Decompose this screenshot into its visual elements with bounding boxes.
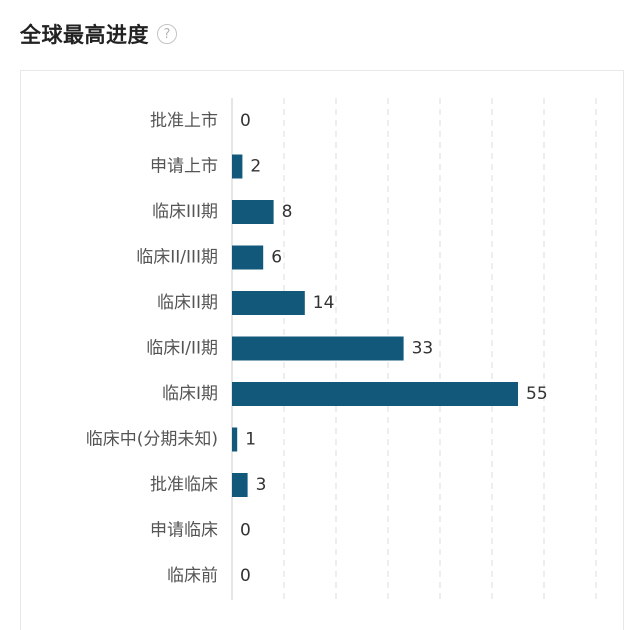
category-label: 临床I/II期 xyxy=(146,339,218,359)
bar[interactable] xyxy=(232,245,264,270)
value-label: 0 xyxy=(240,521,251,541)
bar-chart: 批准上市 0 申请上市 2 临床III期 8 临床II/III期 6 临床II期 14 临床I/II… xyxy=(86,98,597,600)
category-label: 临床前 xyxy=(167,566,218,586)
category-label: 临床II期 xyxy=(157,293,218,313)
bar-layer xyxy=(232,154,518,497)
bar[interactable] xyxy=(232,154,243,179)
value-label: 33 xyxy=(412,339,434,359)
category-label: 临床III期 xyxy=(152,202,218,222)
category-label: 申请临床 xyxy=(150,521,218,541)
question-circle-icon[interactable]: ? xyxy=(157,24,177,44)
section-header: 全球最高进度 ? xyxy=(20,18,177,50)
bar[interactable] xyxy=(232,427,238,452)
grid-layer xyxy=(231,98,597,600)
value-label: 0 xyxy=(240,566,251,586)
value-label: 8 xyxy=(282,202,293,222)
category-label: 批准上市 xyxy=(150,111,218,131)
bar[interactable] xyxy=(232,291,305,315)
category-label: 临床I期 xyxy=(162,384,218,404)
value-label: 3 xyxy=(256,475,267,495)
value-label: 55 xyxy=(526,384,548,404)
category-label: 批准临床 xyxy=(150,475,218,495)
bar[interactable] xyxy=(232,200,274,224)
bar[interactable] xyxy=(232,473,248,497)
category-label: 申请上市 xyxy=(150,157,218,177)
bar[interactable] xyxy=(232,382,518,406)
category-label: 临床II/III期 xyxy=(136,248,218,268)
value-label: 6 xyxy=(271,248,282,268)
section-title: 全球最高进度 xyxy=(20,23,149,47)
bar[interactable] xyxy=(232,336,404,361)
value-label: 2 xyxy=(250,157,261,177)
label-layer: 批准上市 0 申请上市 2 临床III期 8 临床II/III期 6 临床II期 14 临床I/II… xyxy=(86,111,548,586)
category-label: 临床中(分期未知) xyxy=(86,430,218,450)
value-label: 1 xyxy=(245,430,256,450)
value-label: 0 xyxy=(240,111,251,131)
value-label: 14 xyxy=(313,293,335,313)
